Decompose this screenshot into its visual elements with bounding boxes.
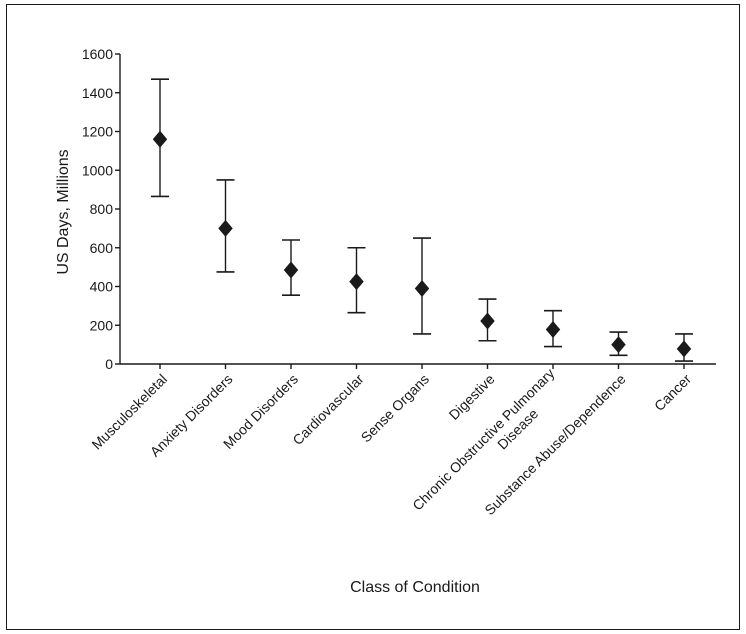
chart-frame <box>6 4 740 630</box>
data-point-group <box>282 239 300 297</box>
y-tick-label: 1200 <box>82 124 113 140</box>
y-axis: 0 200 400 600 800 1000 1200 1400 1600 <box>82 46 121 372</box>
data-point-group <box>413 237 431 335</box>
data-point-group <box>609 331 628 357</box>
data-point <box>152 130 168 148</box>
x-tick-label: Sense Organs <box>358 371 433 446</box>
data-point <box>349 273 364 291</box>
data-point-group <box>544 309 562 348</box>
y-tick-label: 1600 <box>82 46 113 62</box>
y-axis-title: US Days, Millions <box>55 149 72 274</box>
data-point <box>283 261 299 279</box>
data-point-group <box>478 298 497 342</box>
x-tick-label-line: Digestive <box>446 371 498 423</box>
data-point <box>414 279 430 297</box>
data-point <box>480 312 495 330</box>
y-tick-label: 200 <box>90 317 114 333</box>
data-point <box>545 321 561 339</box>
y-tick-label: 600 <box>90 240 114 256</box>
y-tick-label: 800 <box>90 201 114 217</box>
data-point-group <box>151 78 169 198</box>
data-point-group <box>675 333 693 362</box>
data-point <box>611 336 626 354</box>
x-tick-label-line: Sense Organs <box>358 371 433 446</box>
x-axis-title: Class of Condition <box>350 579 480 596</box>
y-tick-label: 1000 <box>82 162 113 178</box>
data-point <box>218 219 233 237</box>
data-point <box>676 340 692 358</box>
y-tick-label: 0 <box>105 356 113 372</box>
x-tick-label-line: Cancer <box>651 371 694 414</box>
data-marks <box>151 78 693 362</box>
x-tick-label: Cancer <box>651 371 694 414</box>
x-tick-label: Digestive <box>446 371 498 423</box>
data-point-group <box>347 246 366 314</box>
y-tick-label: 1400 <box>82 85 113 101</box>
y-tick-label: 400 <box>90 279 114 295</box>
data-point-group <box>216 179 235 273</box>
